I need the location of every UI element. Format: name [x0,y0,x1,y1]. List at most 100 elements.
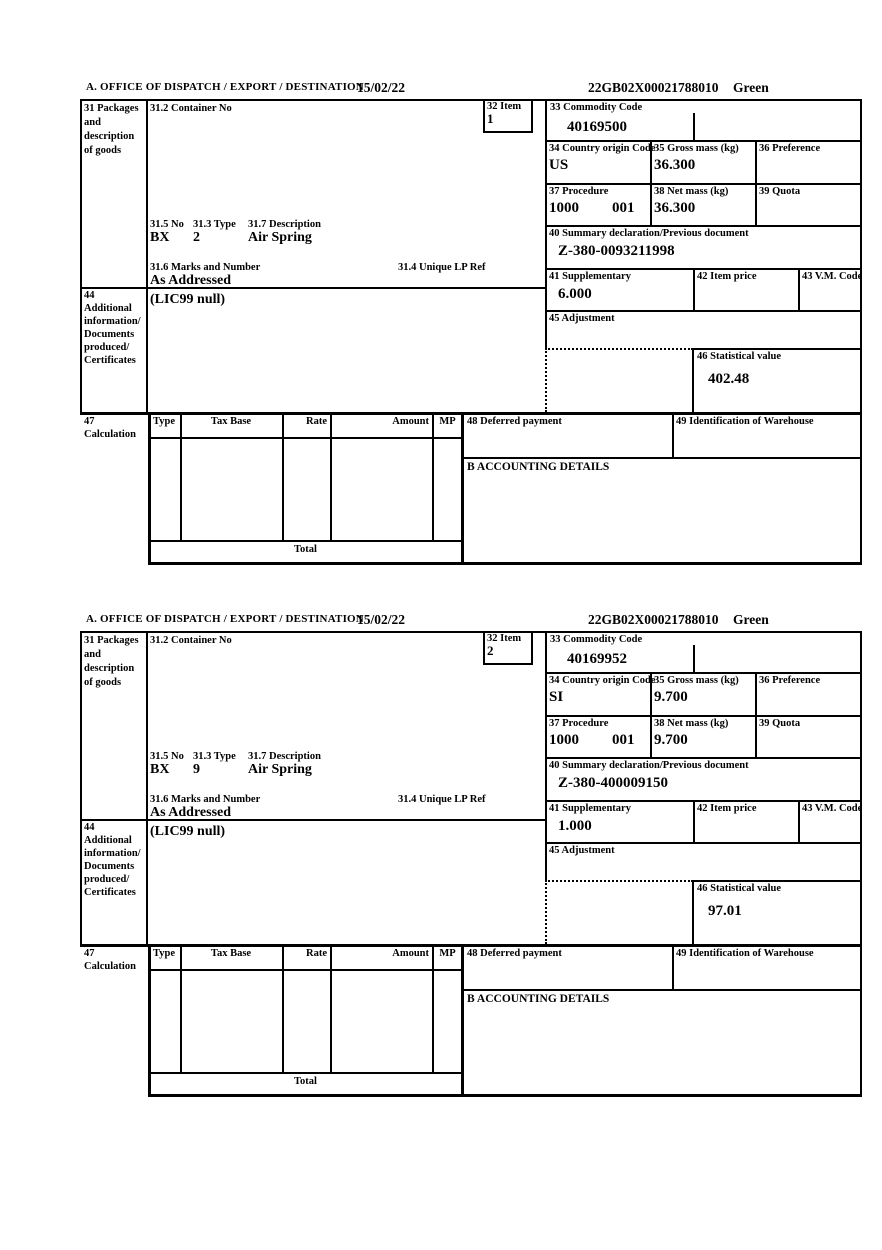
col-header-amount: Amount [392,416,429,427]
box48-label: 48 Deferred payment [467,416,562,427]
box42-label: 42 Item price [697,803,757,814]
grid-line [330,412,332,540]
box31-label: 31 Packages [84,635,139,646]
box31-6-label: 31.6 Marks and Number [150,794,261,805]
commodity-code-value: 40169952 [567,651,627,667]
box32-label: 32 Item [487,101,522,112]
grid-line [180,944,182,1072]
box49-label: 49 Identification of Warehouse [676,416,814,427]
grid-line [148,1072,463,1074]
package-type-value: 9 [193,762,200,777]
box45-label: 45 Adjustment [549,313,615,324]
box43-label: 43 V.M. Code [802,271,863,282]
box34-label: 34 Country origin Code [549,143,656,154]
box40-label: 40 Summary declaration/Previous document [549,760,749,771]
box31-label: of goods [84,677,122,688]
box44-label: Certificates [84,355,136,366]
grid-line [463,457,862,459]
grid-line [545,183,862,185]
grid-line [80,287,545,289]
col-header-tax-base: Tax Base [210,416,252,427]
supplementary-value: 1.000 [558,818,592,834]
box41-label: 41 Supplementary [549,271,631,282]
dotted-grid-line [545,880,693,882]
grid-line [80,412,862,415]
box36-label: 36 Preference [759,675,821,686]
box44-label: 44 [84,822,95,833]
declaration-date: 15/02/22 [357,612,406,627]
col-header-type: Type [153,948,175,959]
additional-info-value: (LIC99 null) [150,292,226,307]
grid-line [860,631,862,1094]
item-number: 2 [487,643,494,658]
total-label: Total [294,544,317,555]
dotted-grid-line [545,880,547,944]
grid-line [545,268,862,270]
office-of-dispatch-heading: A. OFFICE OF DISPATCH / EXPORT / DESTINA… [86,81,364,93]
grid-line [80,819,545,821]
supplementary-value: 6.000 [558,286,592,302]
total-label: Total [294,1076,317,1087]
col-header-type: Type [153,416,175,427]
country-origin-value: SI [549,689,564,705]
grid-line [80,944,862,947]
grid-line [545,672,862,674]
col-header-rate: Rate [306,416,327,427]
grid-line [483,131,533,133]
col-header-rate: Rate [306,948,327,959]
box44-label: Certificates [84,887,136,898]
grid-line [531,99,533,131]
box31-4-label: 31.4 Unique LP Ref [398,262,486,273]
box31-2-label: 31.2 Container No [150,103,232,114]
box44-label: produced/ [84,874,130,885]
grid-line [531,631,533,663]
col-header-mp: MP [439,948,456,959]
statistical-value: 402.48 [708,371,750,387]
box44-label: 44 [84,290,95,301]
procedure-value: 1000 [549,732,579,748]
box31-6-label: 31.6 Marks and Number [150,262,261,273]
grid-line [545,225,862,227]
box44-label: Additional [84,303,132,314]
item-number: 1 [487,111,494,126]
goods-description-value: Air Spring [248,762,312,777]
box32-label: 32 Item [487,633,522,644]
country-origin-value: US [549,157,569,173]
grid-line [672,944,674,989]
declaration-reference: 22GB02X00021788010 [588,80,719,95]
dotted-grid-line [545,348,693,350]
grid-line [860,99,862,562]
procedure-value: 1000 [549,200,579,216]
col-header-amount: Amount [392,948,429,959]
box39-label: 39 Quota [759,186,801,197]
declaration-date: 15/02/22 [357,80,406,95]
marks-value: As Addressed [150,805,232,820]
box31-3-label: 31.3 Type [193,219,236,230]
declaration-item-section: A. OFFICE OF DISPATCH / EXPORT / DESTINA… [80,80,865,566]
grid-line [148,412,151,562]
grid-line [692,880,694,944]
box43-label: 43 V.M. Code [802,803,863,814]
grid-line [148,944,151,1094]
box47-label: Calculation [84,429,136,440]
box45-label: 45 Adjustment [549,845,615,856]
commodity-code-divider [693,113,695,140]
col-header-tax-base: Tax Base [210,948,252,959]
grid-line [798,268,800,310]
grid-line [650,140,652,225]
box44-label: produced/ [84,342,130,353]
box31-5-label: 31.5 No [150,219,184,230]
grid-line [692,348,862,350]
box40-label: 40 Summary declaration/Previous document [549,228,749,239]
grid-line [545,800,862,802]
statistical-value: 97.01 [708,903,742,919]
box31-label: description [84,131,135,142]
commodity-code-value: 40169500 [567,119,627,135]
grid-line [545,715,862,717]
box37-label: 37 Procedure [549,718,609,729]
package-no-value: BX [150,762,170,777]
grid-line [180,412,182,540]
box37-label: 37 Procedure [549,186,609,197]
grid-line [148,1094,862,1097]
procedure-ext-value: 001 [612,732,635,748]
